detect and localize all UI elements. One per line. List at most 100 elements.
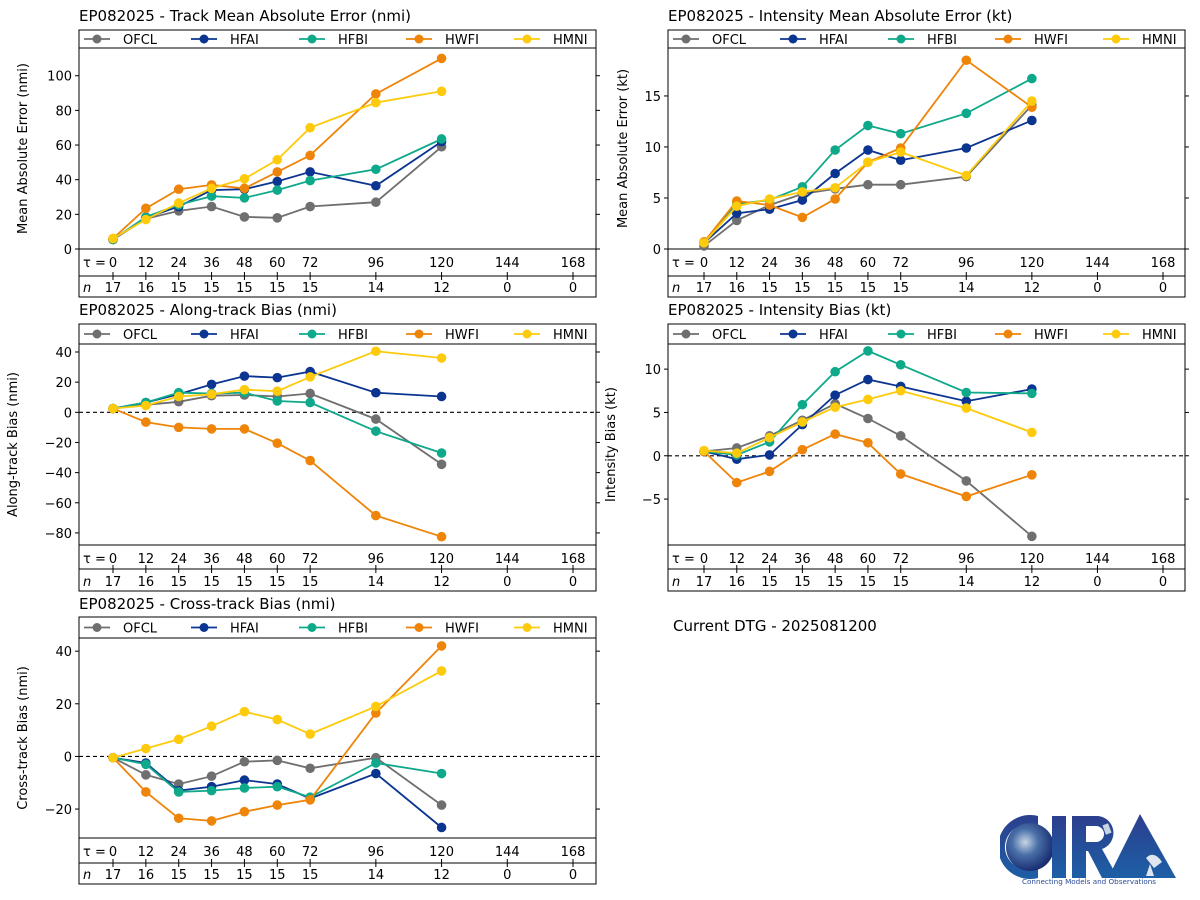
chart-title: EP082025 - Intensity Mean Absolute Error…: [668, 7, 1012, 25]
data-point: [272, 176, 283, 187]
data-point: [206, 785, 217, 796]
legend-item-hfai: HFAI: [780, 33, 848, 48]
y-tick-label: 40: [55, 346, 72, 361]
legend-label: HMNI: [1142, 33, 1177, 48]
chart-panel-along-track-bias: EP082025 - Along-track Bias (nmi) −80 −60 −…: [6, 301, 600, 592]
data-point: [1027, 73, 1037, 84]
series-hmni: [699, 385, 1037, 458]
tau-tick-label: 48: [236, 552, 253, 567]
sample-count-label: 17: [105, 281, 122, 296]
data-point: [305, 201, 315, 212]
legend-marker: [307, 329, 317, 339]
data-point: [436, 459, 447, 470]
data-point: [895, 359, 906, 370]
legend-item-hfbi: HFBI: [299, 622, 368, 637]
sample-count-label: 15: [860, 575, 877, 590]
data-point: [272, 185, 283, 195]
legend-item-hfai: HFAI: [780, 328, 848, 343]
data-point: [239, 806, 250, 817]
data-point: [863, 120, 873, 131]
sample-count-label: 15: [203, 281, 220, 296]
y-tick-label: 20: [55, 208, 72, 223]
legend-item-hmni: HMNI: [514, 622, 588, 637]
data-point: [830, 145, 840, 155]
data-point: [895, 385, 906, 396]
sample-count-label: 0: [1159, 281, 1167, 296]
y-tick-label: −40: [45, 467, 72, 482]
sample-count-label: 14: [958, 281, 975, 296]
data-point: [141, 214, 151, 225]
series-line: [703, 402, 1033, 537]
legend-label: HWFI: [1034, 33, 1068, 48]
legend-marker: [92, 34, 102, 44]
data-point: [239, 384, 250, 395]
data-point: [272, 800, 283, 810]
data-point: [206, 191, 217, 201]
data-point: [206, 816, 217, 826]
sample-count-label: 15: [170, 868, 187, 883]
data-point: [436, 666, 447, 676]
tau-tick-label: 24: [170, 552, 187, 567]
data-point: [141, 759, 151, 770]
legend-label: HMNI: [1142, 328, 1177, 343]
sample-count-label: 14: [958, 575, 975, 590]
data-point: [305, 150, 315, 161]
tau-symbol-label: τ =: [672, 256, 695, 271]
sample-count-label: 12: [1024, 281, 1041, 296]
legend-marker: [199, 623, 209, 632]
y-tick-label: 10: [644, 363, 661, 378]
tau-tick-label: 72: [302, 845, 319, 860]
data-point: [961, 387, 972, 398]
legend-item-hfbi: HFBI: [299, 328, 368, 343]
legend-marker: [522, 329, 532, 339]
tau-tick-label: 168: [561, 552, 586, 567]
sample-count-label: 15: [203, 575, 220, 590]
data-point: [108, 403, 118, 414]
y-tick-label: 0: [653, 450, 661, 465]
data-point: [239, 424, 250, 434]
legend-marker: [896, 329, 906, 339]
data-point: [272, 386, 283, 396]
legend-label: HFBI: [338, 622, 368, 637]
legend-label: HMNI: [553, 622, 588, 637]
data-point: [699, 238, 709, 248]
sample-count-label: 16: [729, 281, 746, 296]
data-point: [1027, 115, 1037, 126]
data-point: [797, 417, 808, 427]
y-tick-label: 20: [55, 698, 72, 713]
data-point: [961, 108, 972, 119]
data-point: [206, 771, 217, 781]
legend-label: HFAI: [819, 33, 848, 48]
tau-symbol-label: τ =: [83, 845, 106, 860]
legend-label: OFCL: [123, 622, 158, 637]
sample-count-label: 0: [503, 575, 511, 590]
y-tick-label: 5: [653, 192, 661, 207]
data-point: [371, 768, 381, 779]
legend-marker: [414, 623, 424, 632]
tau-tick-label: 36: [203, 845, 220, 860]
legend-marker: [307, 623, 317, 632]
tau-tick-label: 168: [561, 845, 586, 860]
data-point: [830, 366, 840, 377]
data-point: [173, 198, 184, 208]
y-tick-label: 10: [644, 141, 661, 156]
sample-count-label: 12: [433, 575, 450, 590]
tau-tick-label: 24: [170, 845, 187, 860]
tau-tick-label: 12: [138, 552, 155, 567]
legend-marker: [199, 329, 209, 339]
tau-tick-label: 12: [138, 845, 155, 860]
data-point: [371, 708, 381, 718]
satellite-dish-icon: [1146, 854, 1162, 876]
n-symbol-label: n: [83, 281, 91, 296]
earth-icon: [1006, 823, 1054, 871]
tau-tick-label: 120: [1019, 552, 1044, 567]
sample-count-label: 15: [236, 868, 253, 883]
legend-marker: [896, 34, 906, 44]
legend-marker: [414, 34, 424, 44]
data-point: [830, 168, 840, 179]
data-point: [895, 179, 906, 190]
data-point: [1027, 470, 1037, 480]
tau-tick-label: 144: [495, 845, 520, 860]
tau-tick-label: 12: [138, 256, 155, 271]
